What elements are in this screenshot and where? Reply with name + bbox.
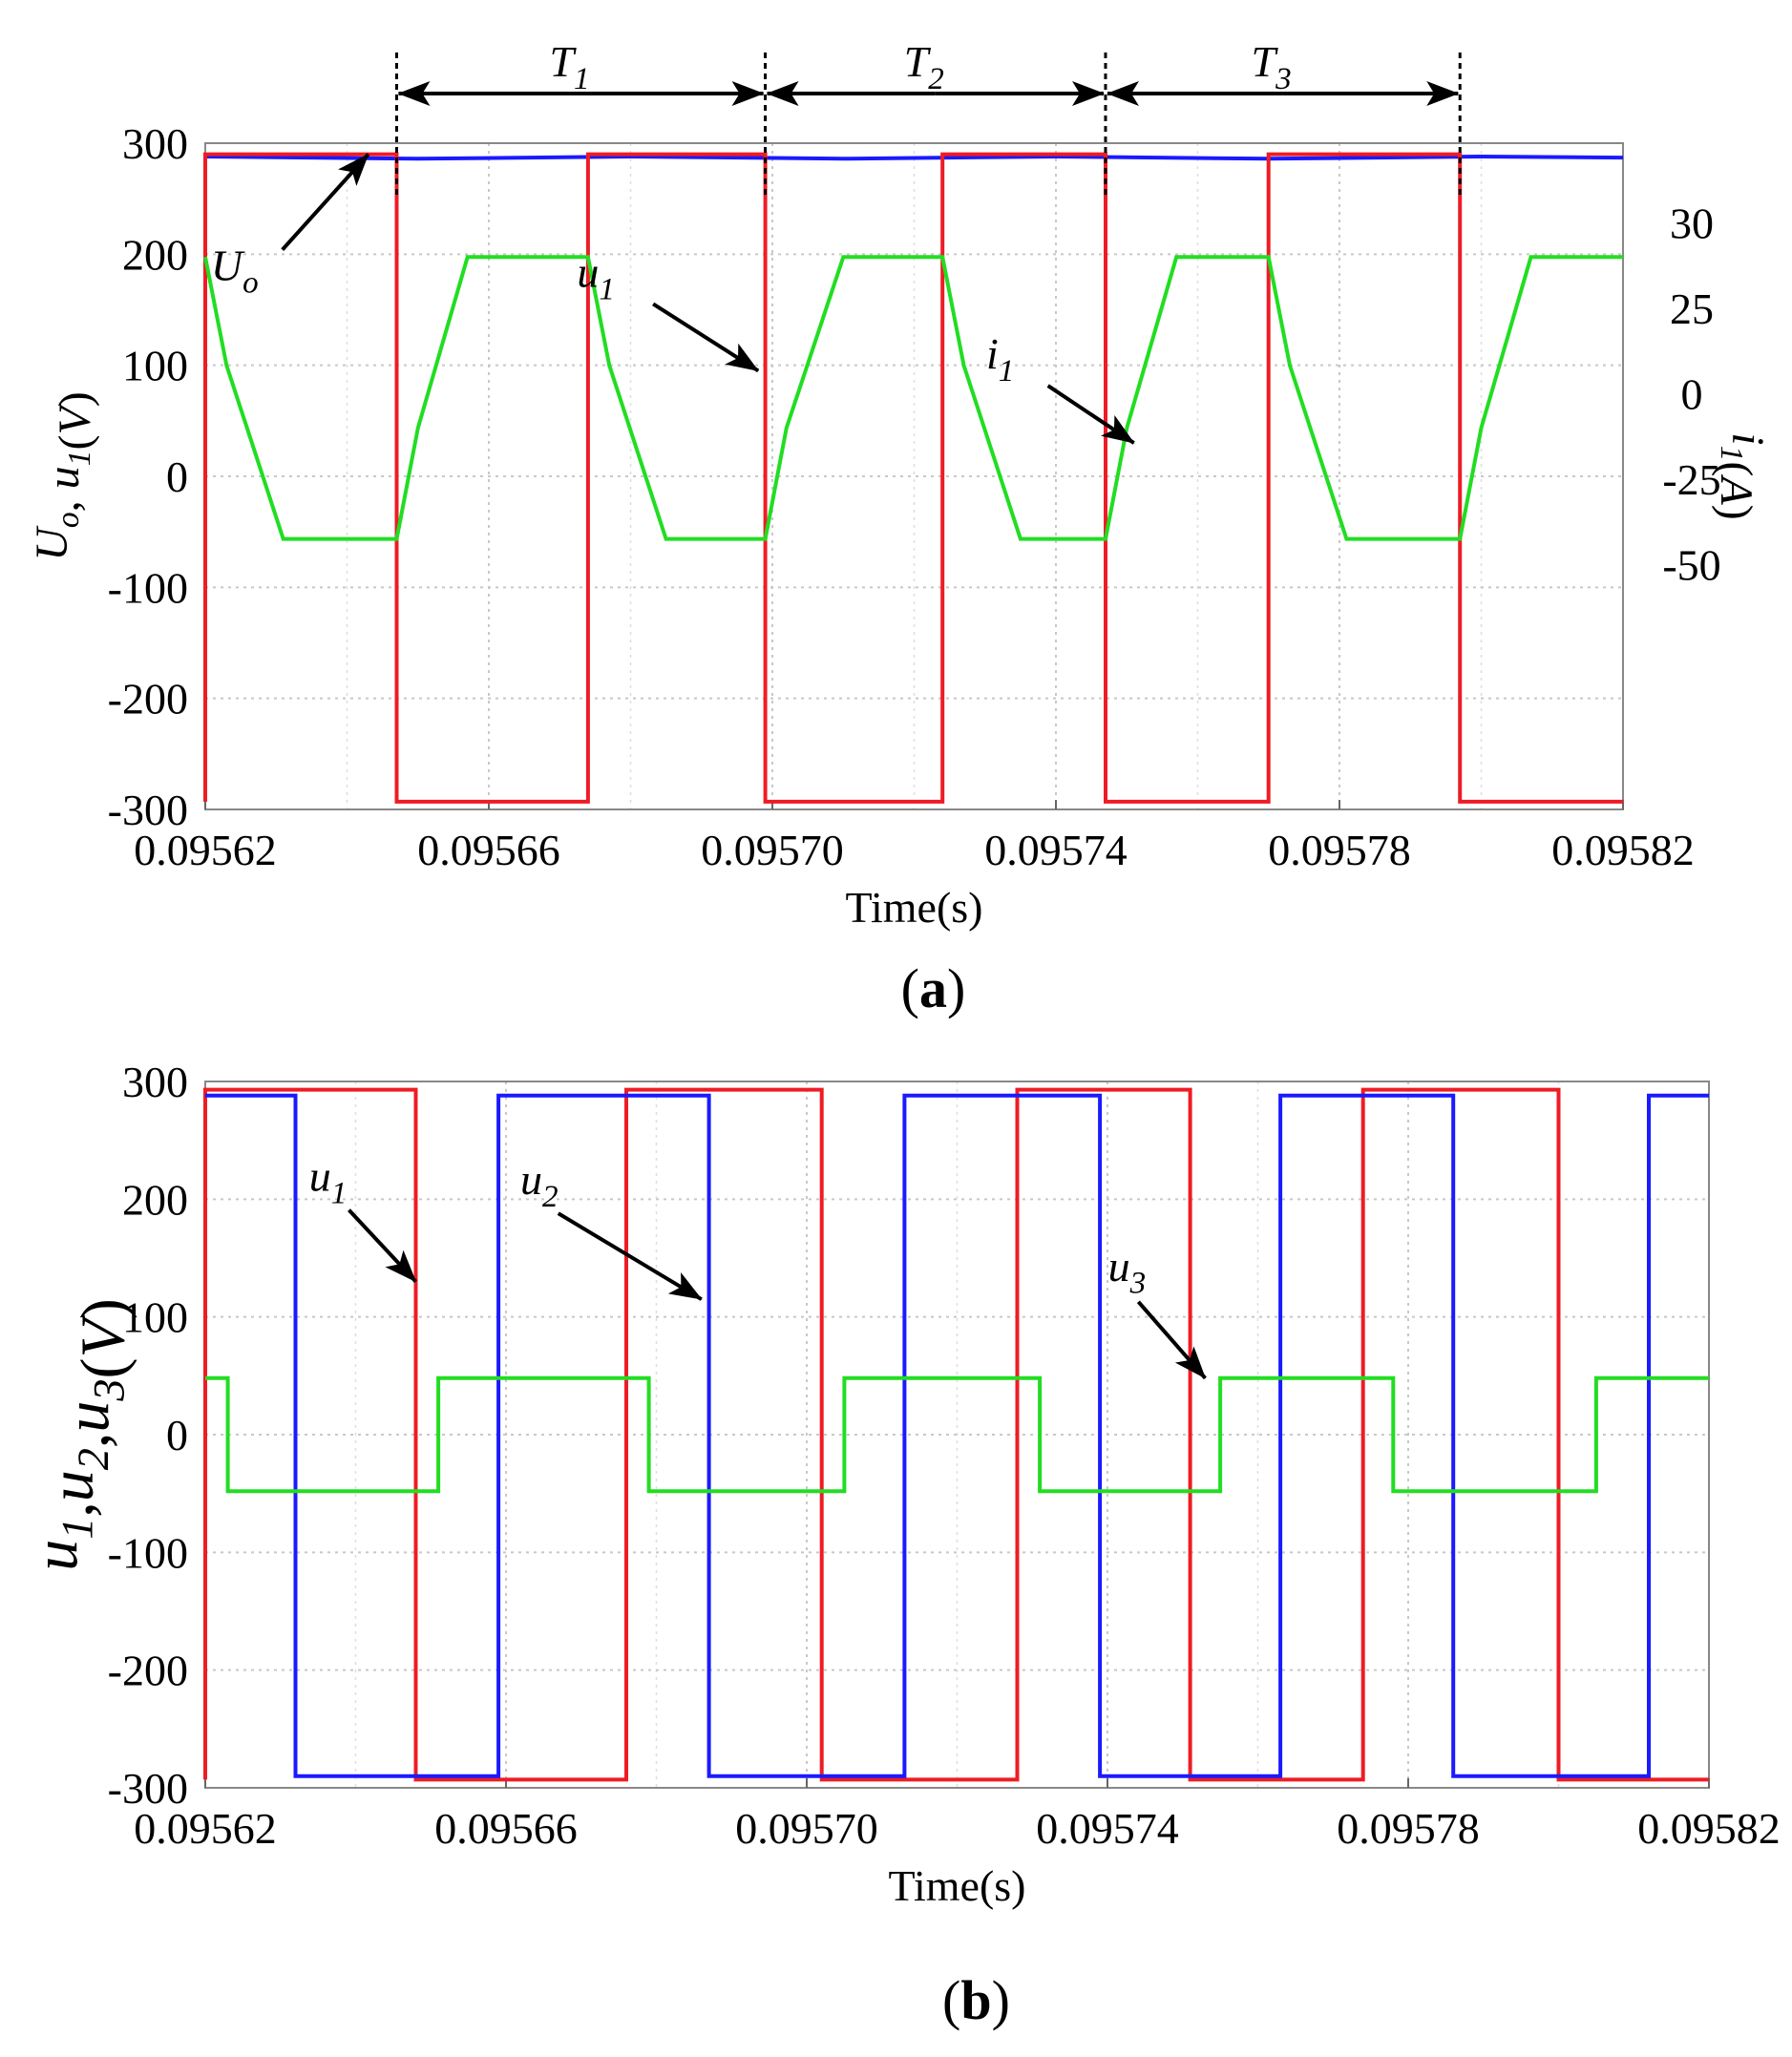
annotation-arrow [652,302,760,373]
x-tick-label: 0.09566 [417,826,560,874]
y-left-tick-label: -200 [108,675,188,724]
x-tick-label: 0.09578 [1337,1804,1480,1853]
annotation-label: u2 [520,1155,559,1214]
series-u1-line [203,1087,1709,1782]
period-label-T3: T3 [1252,37,1292,96]
annotation-label: i1 [986,329,1014,388]
annotation-u1: u1 [577,247,760,373]
y-left-tick-label: 300 [122,1058,188,1106]
y-left-tick-label: 200 [122,1175,188,1224]
y-left-tick-label: 100 [122,1293,188,1342]
annotation-arrow [1046,384,1135,445]
y-right-tick-label: 25 [1670,284,1714,333]
annotation-arrow [557,1211,703,1301]
x-tick-label: 0.09578 [1268,826,1411,874]
chart-panel-b: 0.09562 0.09566 0.09570 0.09574 0.09578 0.095… [21,1058,1781,2031]
x-tick-label: 0.09574 [1036,1804,1179,1853]
x-tick-label: 0.09582 [1551,826,1695,874]
y-left-tick-label: 100 [122,342,188,390]
period-label-T2: T2 [904,37,944,96]
chart-panel-a: 0.09562 0.09566 0.09570 0.09574 0.09578 0.095… [27,37,1773,1019]
x-tick-label: 0.09562 [134,826,277,874]
annotation-u3: u3 [1108,1242,1207,1380]
x-tick-label: 0.09570 [701,826,844,874]
panel-caption: (a) [901,957,966,1019]
y-left-tick-label: 300 [122,119,188,168]
annotation-label: u1 [309,1152,348,1211]
annotation-arrow [1136,1300,1207,1380]
y-left-tick-label: -300 [108,1764,188,1813]
x-tick-label: 0.09574 [984,826,1128,874]
y-right-tick-label: -25 [1662,455,1720,504]
series-u1-line [203,152,1623,804]
annotation-u2: u2 [520,1155,703,1301]
y-left-tick-label: 200 [122,230,188,279]
annotation-u1: u1 [309,1152,417,1284]
y-right-tick-label: 0 [1681,369,1703,418]
y-left-tick-label: -300 [108,786,188,834]
series-Uo-line [204,154,1624,161]
series-u2-line [205,1093,1709,1778]
y-right-tick-label: -50 [1662,540,1720,589]
y-axis-label-left: u1,u2,u3(V) [21,1298,138,1571]
panel-caption: (b) [942,1969,1010,2031]
y-left-tick-label: 0 [166,1411,188,1459]
period-markers: T1 T2 T3 [394,37,1462,196]
period-label-T1: T1 [549,37,589,96]
annotation-label: u3 [1108,1242,1147,1301]
series-u3-line [205,1375,1709,1494]
y-right-tick-label: 30 [1670,199,1714,248]
series-i1-line [203,255,1623,541]
x-axis-label: Time(s) [889,1861,1026,1910]
x-tick-label: 0.09562 [134,1804,277,1853]
x-tick-label: 0.09582 [1637,1804,1781,1853]
annotation-arrow [348,1208,417,1284]
annotation-arrow [281,153,370,251]
x-tick-label: 0.09570 [735,1804,878,1853]
annotation-label: Uo [211,241,259,301]
y-left-tick-label: -100 [108,563,188,612]
grid [204,142,1624,810]
x-axis-label: Time(s) [846,883,983,932]
y-axis-label-left: Uo, u1(V) [27,391,100,561]
annotation-i1: i1 [986,329,1135,445]
y-left-tick-label: -200 [108,1647,188,1695]
y-left-tick-label: -100 [108,1528,188,1577]
grid [204,1081,1710,1789]
annotation-label: u1 [577,247,615,306]
x-tick-label: 0.09566 [434,1804,578,1853]
annotation-Uo: Uo [211,153,370,301]
y-left-tick-label: 0 [166,452,188,501]
y-axis-label-right: i1(A) [1711,432,1773,519]
